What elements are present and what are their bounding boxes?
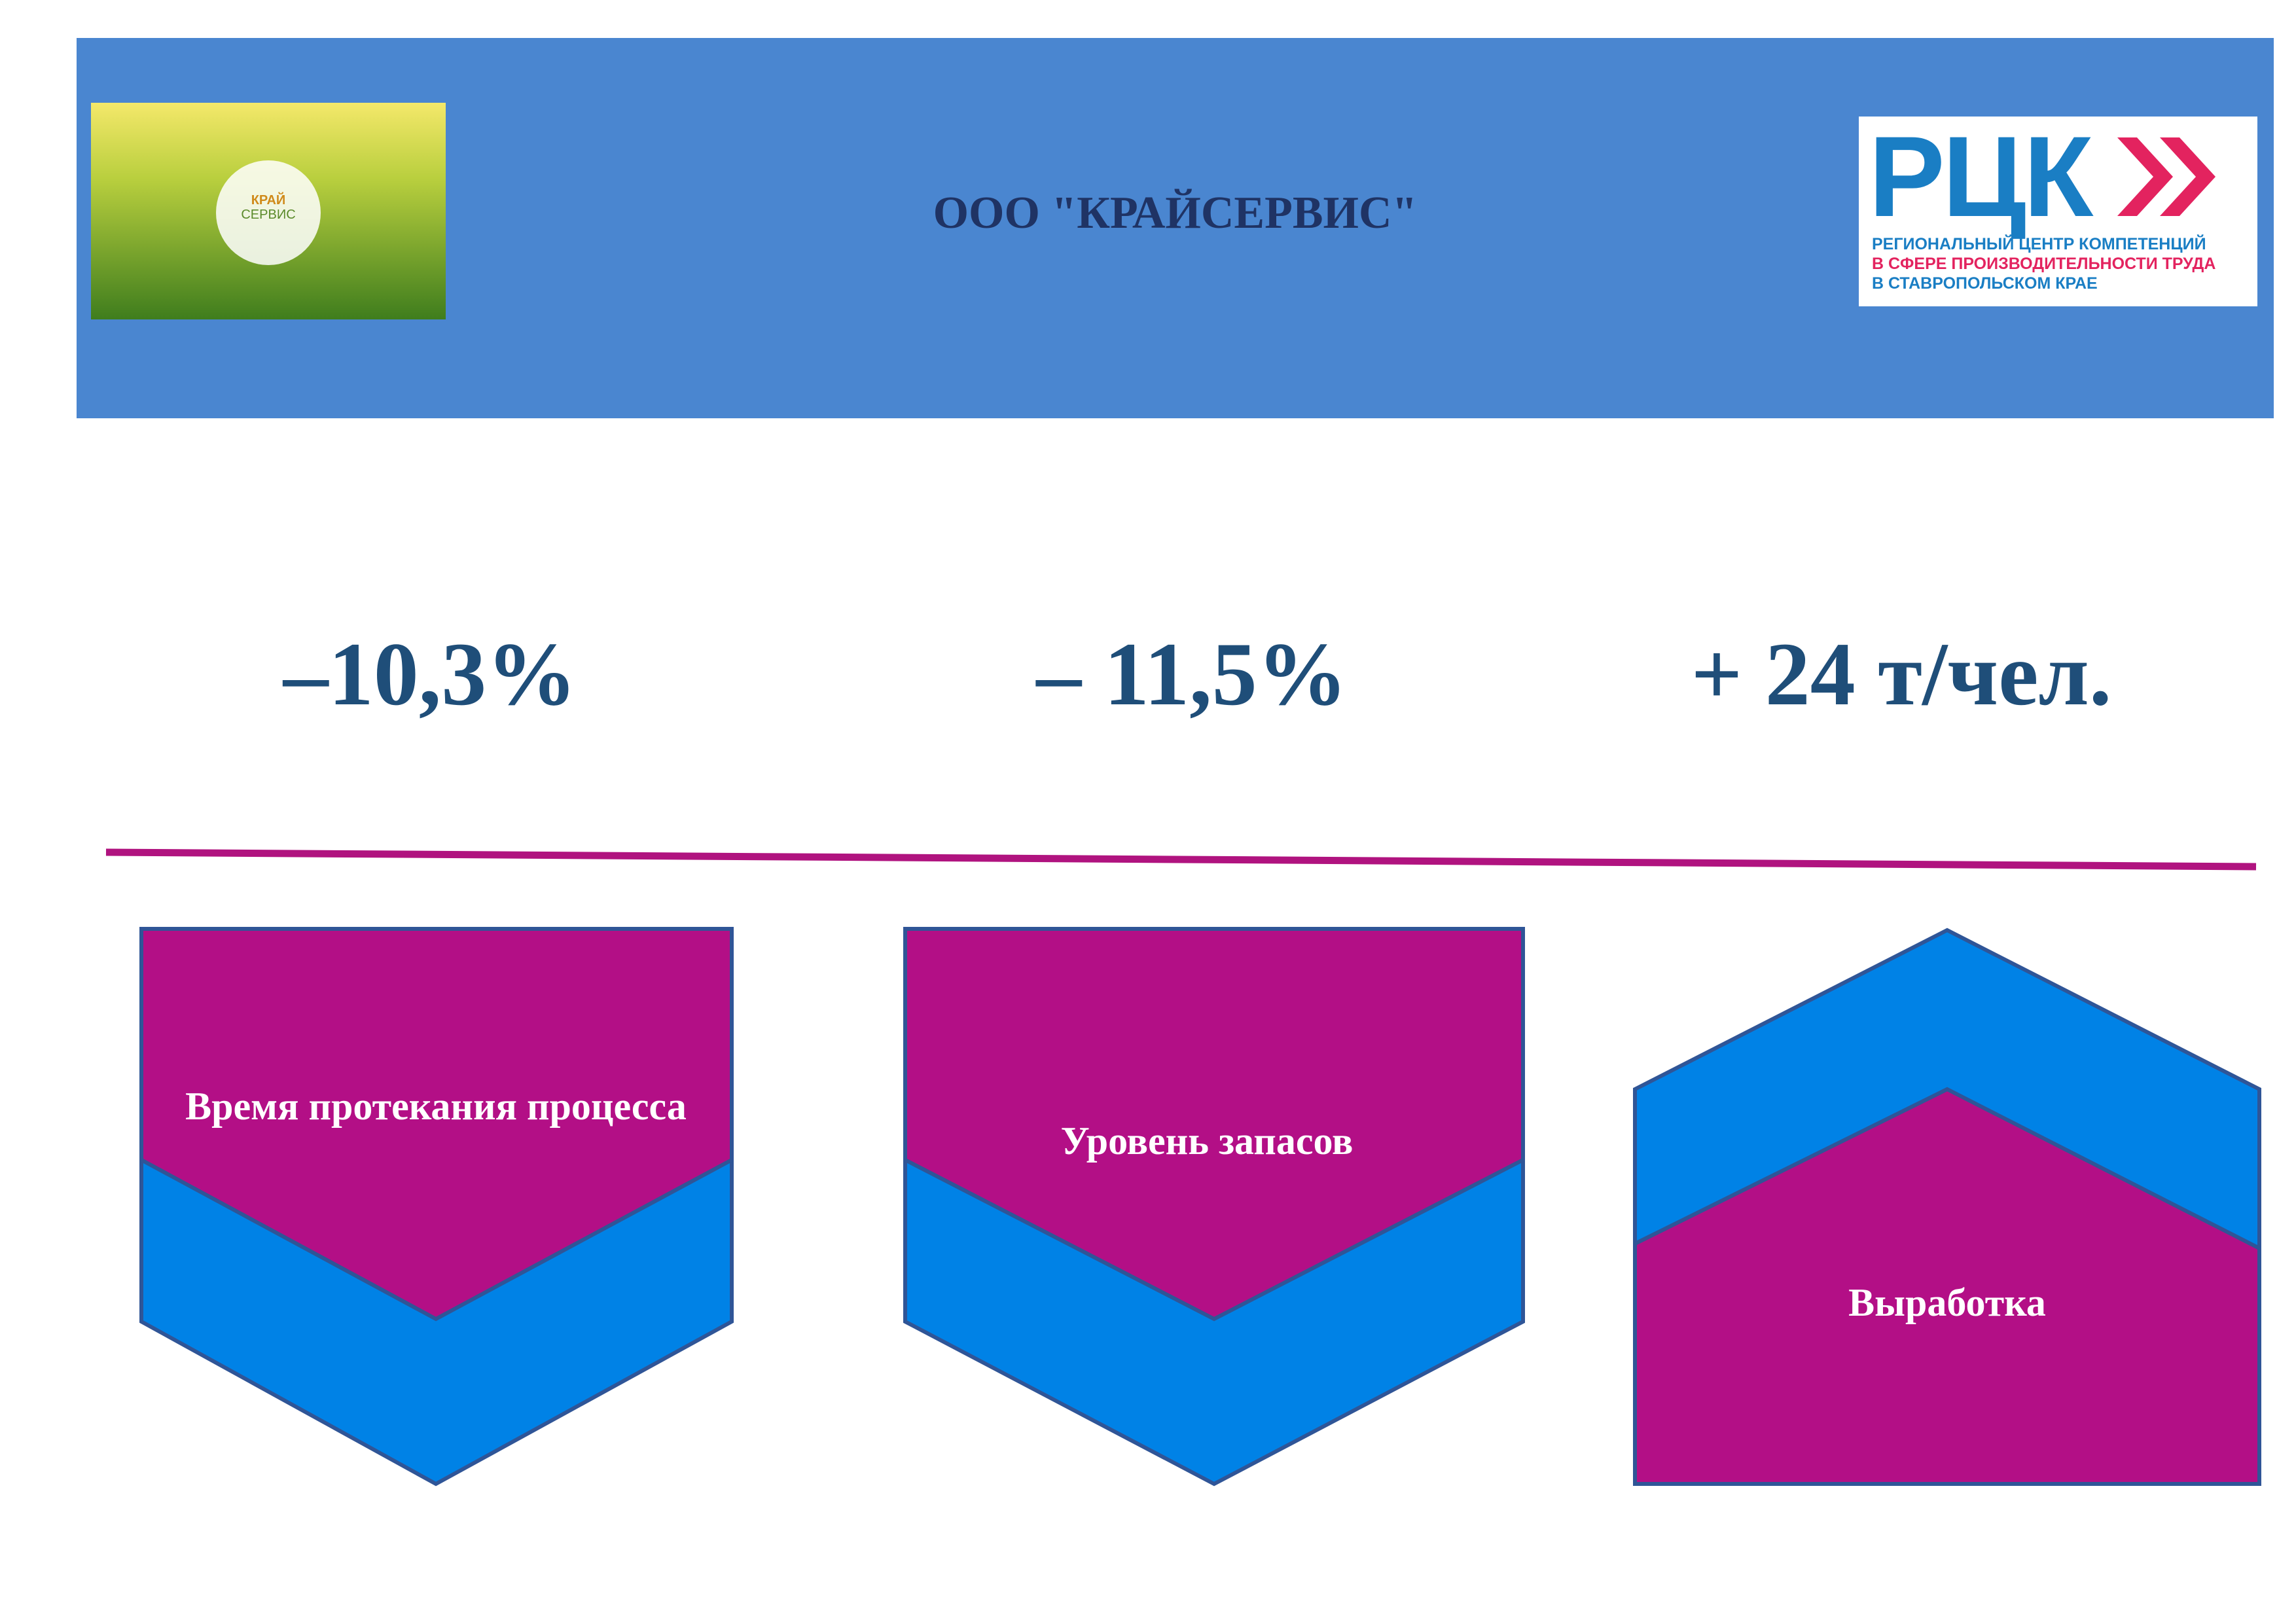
shape-magenta [139,927,734,1322]
left-logo-text: КРАЙ СЕРВИС [219,193,317,222]
shape-magenta [903,927,1525,1322]
shapes [139,927,2261,1487]
right-logo-text: РЕГИОНАЛЬНЫЙ ЦЕНТР КОМПЕТЕНЦИЙ В СФЕРЕ П… [1872,234,2215,293]
shape-magenta [1633,1087,2261,1486]
left-logo-line: СЕРВИС [241,208,296,222]
metric-label: Уровень запасов [1060,1119,1354,1163]
right-logo-chevrons [2117,137,2215,216]
right-logo-line: В СТАВРОПОЛЬСКОМ КРАЕ [1872,274,2098,293]
title: ООО "КРАЙСЕРВИС" [933,188,1418,238]
right-logo-box [1859,117,2257,306]
right-logo-mark: РЦК [1869,113,2093,241]
metric-label: Выработка [1848,1281,2046,1324]
metric-value: – 11,5% [1036,624,1348,724]
right-logo-line: В СФЕРЕ ПРОИЗВОДИТЕЛЬНОСТИ ТРУДА [1872,255,2216,273]
metric-value: + 24 т/чел. [1691,624,2112,724]
metric-value: –10,3% [283,624,577,724]
left-logo-circle [216,160,321,265]
divider [105,848,2257,871]
left-logo-line: КРАЙ [251,193,286,208]
metric-label: Время протекания процесса [185,1085,687,1128]
right-logo-line: РЕГИОНАЛЬНЫЙ ЦЕНТР КОМПЕТЕНЦИЙ [1872,235,2206,253]
